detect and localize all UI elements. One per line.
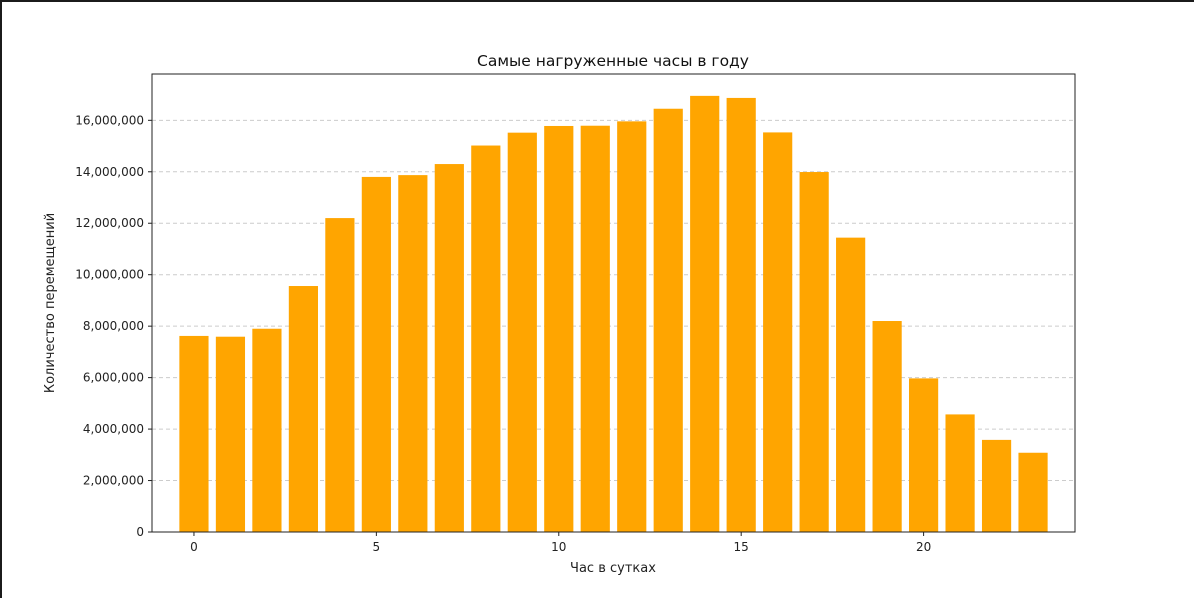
bars [179, 95, 1048, 533]
bar-hour-6 [398, 175, 428, 532]
bar-hour-5 [361, 176, 391, 533]
bar-hour-23 [1018, 452, 1048, 532]
x-tick-label: 10 [551, 540, 566, 554]
bar-hour-1 [215, 336, 246, 532]
y-axis-label: Количество перемещений [43, 213, 58, 393]
bar-hour-17 [799, 172, 829, 532]
x-tick-label: 5 [373, 540, 381, 554]
plot-area-border [151, 73, 1076, 533]
y-axis-ticks: 0 2,000,000 4,000,000 6,000,000 8,000,000 10,… [75, 113, 152, 539]
chart-title: Самые нагруженные часы в году [477, 52, 749, 70]
y-tick-label: 12,000,000 [75, 216, 144, 230]
bar-hour-13 [653, 108, 683, 532]
bar-hour-19 [872, 321, 902, 532]
bar-hour-4 [325, 218, 355, 532]
y-tick-label: 6,000,000 [83, 371, 144, 385]
x-axis-label: Час в сутках [570, 561, 656, 576]
bar-hour-3 [288, 286, 318, 532]
x-tick-label: 15 [734, 540, 749, 554]
y-tick-label: 16,000,000 [75, 113, 144, 127]
bar-hour-0 [179, 335, 209, 532]
y-tick-label: 2,000,000 [83, 474, 144, 488]
bar-hour-12 [617, 121, 647, 533]
bar-hour-8 [471, 145, 501, 532]
bar-hour-21 [945, 414, 975, 532]
bar-hour-2 [252, 328, 282, 532]
bar-hour-22 [981, 439, 1012, 532]
x-tick-label: 0 [190, 540, 198, 554]
bar-hour-7 [434, 164, 464, 532]
y-tick-label: 4,000,000 [83, 422, 144, 436]
bar-hour-9 [507, 132, 537, 532]
bar-hour-16 [763, 132, 793, 532]
bar-hour-18 [836, 237, 866, 532]
bar-hour-11 [580, 125, 610, 532]
bar-hour-20 [909, 378, 939, 532]
x-tick-label: 20 [916, 540, 931, 554]
bar-hour-10 [544, 125, 574, 532]
bar-hour-15 [726, 97, 756, 533]
y-tick-label: 0 [136, 525, 144, 539]
y-tick-label: 14,000,000 [75, 165, 144, 179]
y-tick-label: 8,000,000 [83, 319, 144, 333]
bar-hour-14 [690, 95, 720, 532]
x-axis-ticks: 0 5 10 15 20 [190, 532, 931, 554]
y-tick-label: 10,000,000 [75, 268, 144, 282]
